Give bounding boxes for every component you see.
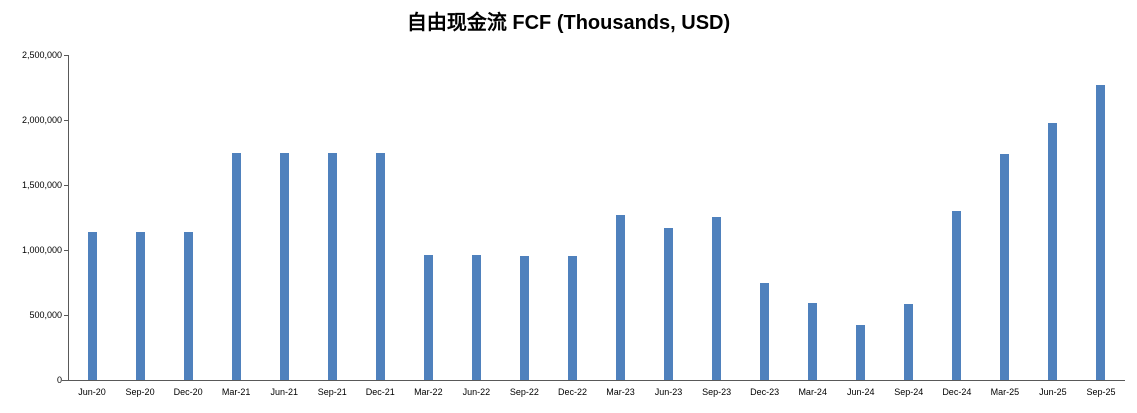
x-axis-tick-label: Sep-25 — [1086, 387, 1116, 397]
bar-Sep-21 — [327, 153, 337, 380]
bar-Jun-25 — [1048, 122, 1058, 380]
y-axis-tick-label: 1,500,000 — [21, 180, 62, 190]
x-axis-tick-label: Sep-22 — [509, 387, 539, 397]
x-axis-tick-label: Sep-20 — [125, 387, 155, 397]
bar-Sep-24 — [904, 303, 914, 380]
x-axis-tick-label: Sep-23 — [702, 387, 732, 397]
x-axis-tick-label: Mar-23 — [606, 387, 635, 397]
bar-Dec-21 — [375, 152, 385, 380]
y-axis-tick-label: 1,000,000 — [21, 245, 62, 255]
chart-title: 自由现金流 FCF (Thousands, USD) — [406, 12, 731, 34]
y-axis-tick-label: 500,000 — [29, 310, 62, 320]
y-axis-tick-mark — [64, 380, 68, 381]
x-axis-tick-label: Dec-21 — [365, 387, 395, 397]
y-axis-tick-mark — [64, 250, 68, 251]
bar-Dec-23 — [760, 282, 770, 380]
x-axis-tick-label: Dec-22 — [557, 387, 587, 397]
x-axis-tick-label: Jun-20 — [78, 387, 106, 397]
bar-Sep-20 — [135, 231, 145, 380]
x-axis-tick-label: Jun-21 — [270, 387, 298, 397]
y-axis-line — [68, 55, 69, 381]
x-axis-tick-label: Jun-24 — [846, 387, 875, 397]
bar-Jun-24 — [856, 325, 866, 380]
bar-Dec-24 — [952, 211, 962, 380]
bar-Mar-21 — [231, 153, 241, 380]
x-axis-tick-label: Jun-22 — [462, 387, 491, 397]
x-axis-tick-label: Dec-20 — [173, 387, 203, 397]
bar-Dec-20 — [183, 231, 193, 380]
bar-Jun-23 — [664, 227, 674, 380]
x-axis-tick-label: Jun-23 — [654, 387, 683, 397]
bar-Mar-25 — [1000, 153, 1010, 380]
y-axis-tick-mark — [64, 315, 68, 316]
x-axis-tick-label: Sep-24 — [894, 387, 924, 397]
x-axis-line — [62, 380, 1125, 381]
bar-Mar-24 — [808, 302, 818, 380]
x-axis-tick-label: Mar-21 — [221, 387, 251, 397]
bar-Jun-22 — [471, 255, 481, 380]
y-axis-tick-label: 2,500,000 — [21, 50, 62, 60]
x-axis-tick-label: Sep-21 — [317, 387, 347, 397]
x-axis-tick-label: Dec-23 — [750, 387, 780, 397]
bar-Dec-22 — [567, 255, 577, 380]
y-axis-tick-label: 2,000,000 — [21, 115, 62, 125]
y-axis-tick-mark — [64, 120, 68, 121]
x-axis-tick-label: Mar-24 — [798, 387, 827, 397]
y-axis-tick-mark — [64, 185, 68, 186]
bar-Sep-23 — [712, 216, 722, 380]
y-axis-tick-mark — [64, 55, 68, 56]
y-axis-tick-label: 0 — [56, 375, 62, 385]
bar-Mar-23 — [616, 214, 626, 380]
bar-Jun-20 — [87, 231, 97, 380]
x-axis-tick-label: Jun-25 — [1039, 387, 1067, 397]
x-axis-tick-label: Dec-24 — [942, 387, 972, 397]
plot-area — [68, 55, 1125, 380]
bar-Sep-22 — [519, 255, 529, 380]
x-axis-tick-label: Mar-22 — [414, 387, 443, 397]
x-axis-tick-label: Mar-25 — [990, 387, 1020, 397]
bar-Sep-25 — [1096, 84, 1106, 380]
bar-Jun-21 — [279, 153, 289, 380]
bar-Mar-22 — [423, 255, 433, 380]
